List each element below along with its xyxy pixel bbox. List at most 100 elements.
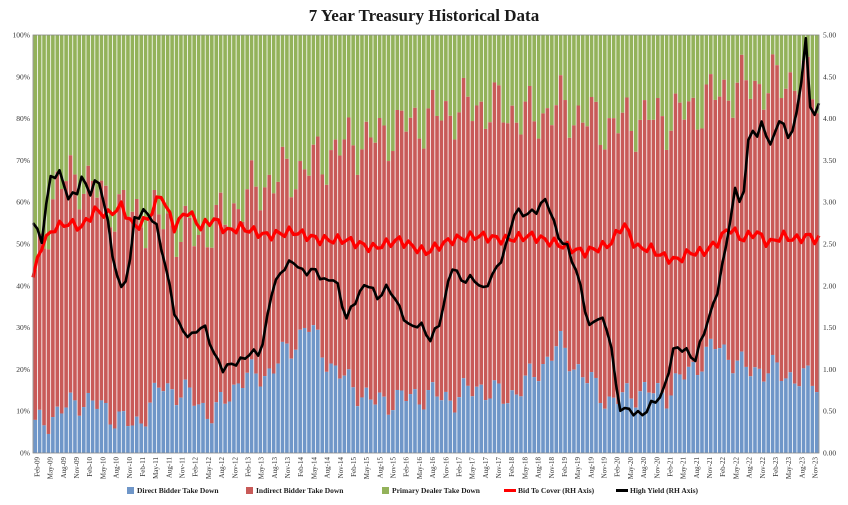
legend-label: Direct Bidder Take Down [137,486,219,495]
legend-swatch [127,487,134,494]
indirect-bar [788,72,793,373]
direct-bar [210,423,214,453]
indirect-bar [452,139,457,413]
dealer-bar [139,35,143,228]
direct-bar [139,423,143,453]
dealer-bar [126,35,130,217]
indirect-bar [435,115,439,397]
x-tick-label: Nov-23 [812,457,820,479]
direct-bar [558,330,563,453]
indirect-bar [479,101,484,385]
direct-bar [285,343,289,453]
direct-bar [673,373,678,453]
direct-bar [585,383,589,453]
dealer-bar [466,35,470,97]
x-tick-label: Aug-20 [640,457,648,479]
x-tick-label: May-12 [205,456,213,479]
direct-bar [726,359,731,453]
indirect-bar [364,121,369,388]
direct-bar [108,424,113,453]
direct-bar [232,384,236,453]
indirect-bar [717,96,722,349]
indirect-bar [731,117,735,374]
x-tick-label: Feb-14 [297,456,305,476]
direct-bar [316,329,320,453]
x-tick-label: May-22 [732,457,740,480]
x-tick-label: Aug-22 [746,457,754,479]
direct-bar [42,425,46,453]
direct-bar [64,407,68,453]
dealer-bar [744,35,748,81]
direct-bar [801,368,806,453]
x-tick-label: Aug-15 [376,456,384,478]
indirect-bar [545,108,550,357]
dealer-bar [709,35,713,75]
dealer-bar [37,35,42,234]
x-tick-label: May-17 [469,457,477,480]
direct-bar [505,403,510,453]
x-tick-label: May-14 [310,456,318,479]
x-tick-label: Aug-17 [482,456,490,478]
indirect-bar [748,98,753,377]
direct-bar [121,411,126,453]
dealer-bar [620,35,625,113]
dealer-bar [210,35,214,248]
direct-bar [603,408,607,453]
dealer-bar [761,35,766,110]
dealer-bar [558,35,563,76]
dealer-bar [492,35,497,83]
direct-bar [735,360,740,453]
direct-bar [576,364,581,453]
right-tick-label: 1.00 [823,365,836,374]
indirect-bar [342,139,347,376]
indirect-bar [391,151,395,411]
indirect-bar [187,217,192,388]
dealer-bar [373,35,378,143]
x-tick-label: Aug-21 [693,456,701,478]
x-tick-label: Nov-17 [495,456,503,478]
direct-bar [567,371,572,453]
dealer-bar [695,35,700,130]
direct-bar [254,373,258,453]
direct-bar [744,366,748,453]
dealer-bar [236,35,241,210]
indirect-bar [536,138,541,382]
x-tick-label: Aug-18 [535,457,543,479]
dealer-bar [245,35,249,190]
indirect-bar [633,151,638,408]
direct-bar [598,403,603,453]
indirect-bar [108,227,113,425]
dealer-bar [214,35,219,205]
direct-bar [143,426,148,453]
direct-bar [355,406,360,453]
legend: Direct Bidder Take Down Indirect Bidder T… [127,486,698,495]
indirect-bar [161,229,166,392]
dealer-bar [435,35,439,116]
x-tick-label: Aug-19 [587,456,595,478]
indirect-bar [775,65,779,363]
dealer-bar [205,35,210,248]
indirect-bar [227,228,232,402]
direct-bar [408,394,413,453]
indirect-bar [329,150,333,364]
dealer-bar [320,35,325,175]
x-tick-label: May-13 [258,457,266,480]
direct-bar [51,417,55,453]
direct-bar [647,392,651,453]
direct-bar [37,409,42,453]
indirect-bar [766,93,771,374]
indirect-bar [470,121,475,397]
direct-bar [263,376,267,453]
legend-label: Primary Dealer Take Down [392,486,481,495]
dealer-bar [519,35,523,135]
direct-bar [157,387,161,453]
indirect-bar [691,97,695,362]
x-tick-label: Feb-21 [666,456,674,476]
legend-label: Bid To Cover (RH Axis) [518,486,595,495]
dealer-bar [395,35,400,110]
indirect-bar [757,84,762,369]
dealer-bar [757,35,762,85]
dealer-bar [806,35,810,57]
direct-bar [580,377,585,453]
indirect-bar [245,189,249,373]
